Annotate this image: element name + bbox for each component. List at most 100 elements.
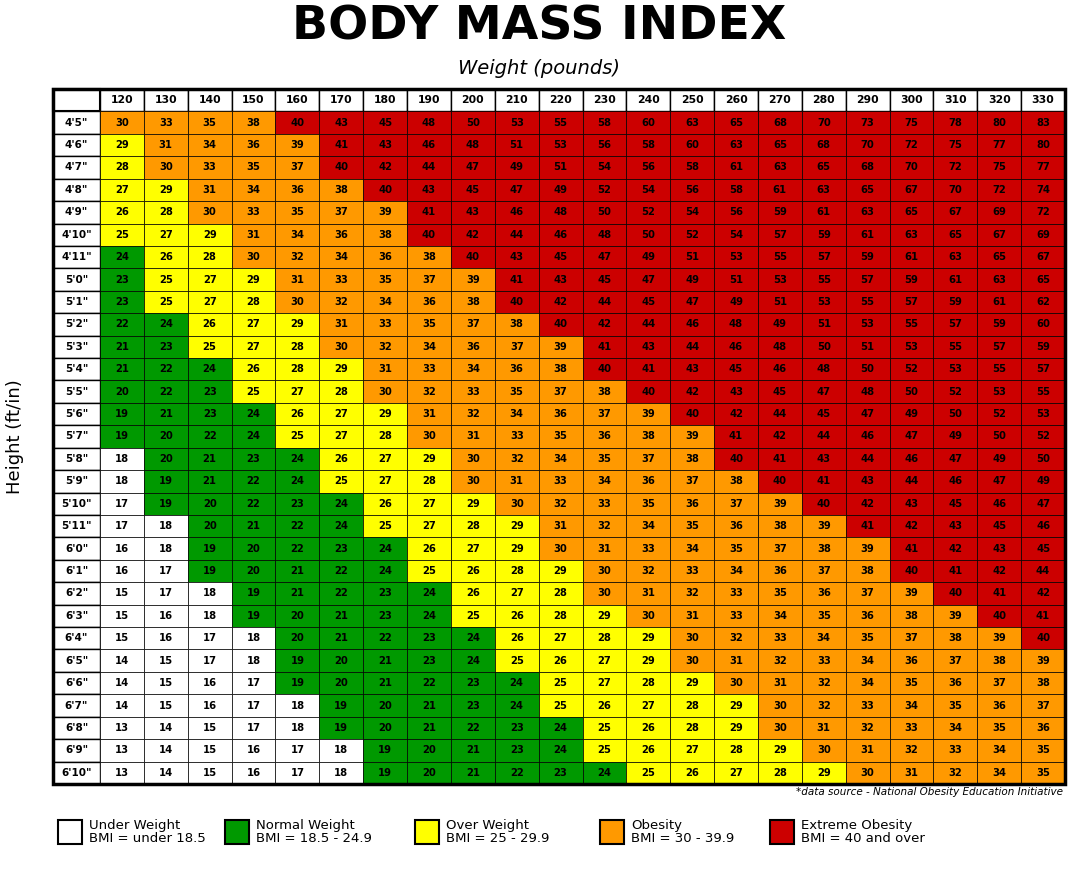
Bar (232, 425, 276, 448)
Bar (758, 672, 802, 694)
Bar (626, 134, 671, 156)
Bar (188, 672, 232, 694)
Bar (600, 820, 624, 844)
Bar (495, 268, 539, 291)
Text: 18: 18 (158, 543, 172, 554)
Text: 19: 19 (158, 498, 172, 509)
Bar (451, 761, 495, 784)
Text: 29: 29 (510, 521, 524, 531)
Text: Normal Weight: Normal Weight (255, 819, 355, 832)
Text: 57: 57 (817, 252, 831, 262)
Text: 57: 57 (860, 274, 874, 285)
Bar (934, 156, 978, 179)
Bar (758, 89, 802, 111)
Text: 34: 34 (421, 342, 436, 352)
Text: 34: 34 (992, 768, 1006, 778)
Text: 41: 41 (641, 364, 655, 374)
Bar (539, 448, 582, 470)
Text: 24: 24 (247, 409, 261, 419)
Text: 34: 34 (334, 252, 348, 262)
Text: 24: 24 (247, 431, 261, 442)
Text: 29: 29 (729, 700, 743, 711)
Bar (671, 492, 714, 515)
Bar (582, 739, 626, 761)
Text: 50: 50 (860, 364, 874, 374)
Bar (978, 605, 1021, 627)
Bar (188, 582, 232, 605)
Text: 27: 27 (423, 498, 436, 509)
Text: 38: 38 (1036, 678, 1050, 688)
Text: 29: 29 (158, 185, 172, 195)
Text: 46: 46 (773, 364, 787, 374)
Text: BMI = 18.5 - 24.9: BMI = 18.5 - 24.9 (255, 832, 372, 845)
Bar (407, 223, 451, 246)
Text: 30: 30 (378, 386, 392, 397)
Bar (626, 268, 671, 291)
Text: 60: 60 (641, 117, 655, 128)
Bar (319, 134, 363, 156)
Bar (407, 179, 451, 201)
Bar (758, 605, 802, 627)
Bar (232, 627, 276, 649)
Text: 31: 31 (158, 140, 172, 150)
Bar (232, 560, 276, 582)
Bar (758, 291, 802, 313)
Bar (276, 134, 319, 156)
Bar (495, 761, 539, 784)
Text: 23: 23 (203, 409, 217, 419)
Bar (53, 448, 100, 470)
Bar (407, 761, 451, 784)
Bar (539, 134, 582, 156)
Text: 51: 51 (510, 140, 524, 150)
Text: 31: 31 (466, 431, 480, 442)
Bar (671, 448, 714, 470)
Bar (407, 156, 451, 179)
Bar (539, 470, 582, 492)
Text: 40: 40 (597, 364, 611, 374)
Text: 41: 41 (597, 342, 611, 352)
Text: 20: 20 (290, 633, 304, 643)
Bar (495, 336, 539, 358)
Text: 49: 49 (729, 297, 743, 307)
Text: 40: 40 (686, 409, 700, 419)
Text: 38: 38 (597, 386, 611, 397)
Bar (758, 201, 802, 223)
Bar (671, 649, 714, 672)
Bar (770, 820, 794, 844)
Text: 25: 25 (378, 521, 392, 531)
Text: 29: 29 (773, 745, 787, 755)
Text: 33: 33 (817, 655, 831, 666)
Text: 15: 15 (115, 633, 129, 643)
Text: 36: 36 (860, 611, 874, 621)
Bar (671, 672, 714, 694)
Bar (714, 537, 758, 560)
Text: 21: 21 (378, 655, 392, 666)
Bar (802, 291, 845, 313)
Bar (714, 358, 758, 380)
Text: 56: 56 (729, 207, 743, 217)
Bar (978, 134, 1021, 156)
Text: 24: 24 (115, 252, 129, 262)
Bar (319, 605, 363, 627)
Text: 41: 41 (949, 566, 963, 576)
Bar (758, 179, 802, 201)
Bar (802, 336, 845, 358)
Bar (626, 291, 671, 313)
Bar (188, 739, 232, 761)
Text: 51: 51 (817, 319, 831, 329)
Text: 34: 34 (817, 633, 831, 643)
Bar (319, 582, 363, 605)
Bar (495, 717, 539, 739)
Bar (714, 313, 758, 336)
Bar (232, 515, 276, 537)
Text: 140: 140 (198, 95, 221, 105)
Text: 34: 34 (247, 185, 261, 195)
Text: 80: 80 (992, 117, 1006, 128)
Bar (802, 649, 845, 672)
Text: 30: 30 (203, 207, 217, 217)
Text: 18: 18 (290, 700, 304, 711)
Text: 310: 310 (944, 95, 967, 105)
Text: 17: 17 (290, 768, 304, 778)
Bar (889, 358, 934, 380)
Text: 50: 50 (949, 409, 963, 419)
